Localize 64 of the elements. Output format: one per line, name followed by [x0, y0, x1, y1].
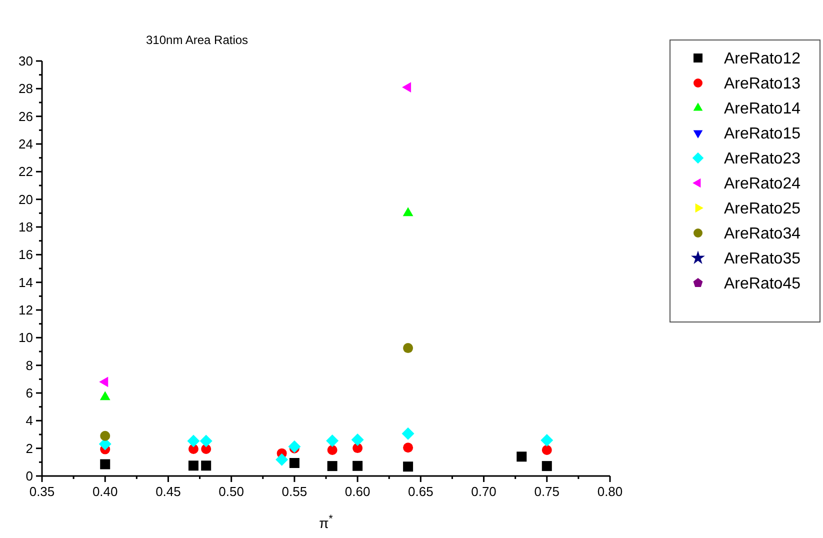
y-tick-label: 22	[18, 164, 33, 180]
point	[99, 376, 108, 388]
x-tick-label: 0.45	[156, 484, 181, 499]
y-tick-label: 6	[26, 386, 33, 401]
y-tick-label: 24	[18, 136, 33, 152]
point	[352, 460, 363, 471]
point	[351, 434, 364, 446]
legend-label: AreRato25	[724, 200, 801, 218]
legend-label: AreRato35	[724, 250, 801, 268]
y-tick-label: 10	[18, 330, 33, 346]
y-tick-label: 20	[18, 192, 33, 207]
point	[327, 445, 338, 455]
y-tick-label: 30	[18, 54, 33, 69]
legend-label: AreRato13	[724, 76, 801, 93]
point	[540, 434, 554, 447]
point	[403, 442, 414, 453]
y-tick-label: 2	[26, 440, 33, 456]
legend-label: AreRato24	[724, 176, 801, 193]
y-tick-label: 0	[26, 468, 33, 484]
x-axis-title: π$^{*}$	[319, 513, 333, 531]
y-tick-label: 14	[18, 274, 33, 290]
legend-label: AreRato15	[724, 126, 801, 143]
x-tick-label: 0.65	[408, 484, 434, 499]
chart-title: 310nm Area Ratios	[146, 33, 248, 47]
point	[100, 459, 110, 470]
y-tick-label: 8	[26, 358, 33, 373]
point	[326, 434, 339, 447]
point	[542, 461, 552, 472]
point	[188, 460, 198, 471]
y-tick-label: 28	[18, 81, 33, 96]
y-tick-label: 12	[18, 302, 33, 318]
y-tick-label: 26	[18, 108, 33, 124]
y-tick-label: 18	[18, 220, 33, 235]
x-tick-label: 0.75	[534, 484, 560, 499]
point	[516, 452, 527, 462]
point	[403, 462, 414, 472]
point	[100, 391, 110, 400]
point	[542, 445, 552, 455]
y-tick-label: 16	[18, 247, 33, 262]
legend-label: AreRato45	[724, 276, 801, 293]
legend-label: AreRato34	[724, 226, 801, 243]
point	[201, 460, 212, 471]
x-tick-label: 0.40	[92, 484, 118, 499]
legend-label: AreRato23	[724, 150, 801, 168]
x-tick-label: 0.80	[597, 484, 623, 499]
point	[289, 458, 300, 468]
point	[200, 434, 212, 448]
point	[403, 343, 414, 354]
y-tick-label: 4	[26, 413, 33, 428]
x-tick-label: 0.50	[218, 484, 244, 499]
x-tick-label: 0.60	[344, 484, 370, 499]
point	[402, 207, 414, 216]
point	[402, 82, 412, 92]
x-tick-label: 0.35	[29, 484, 55, 499]
point	[187, 434, 200, 448]
point	[276, 453, 288, 466]
point	[100, 430, 110, 441]
legend-label: AreRato12	[724, 50, 801, 68]
x-tick-label: 0.70	[471, 484, 496, 499]
point	[327, 461, 338, 472]
legend-label: AreRato14	[724, 100, 801, 118]
point	[402, 427, 414, 440]
x-tick-label: 0.55	[282, 484, 308, 499]
point	[288, 440, 301, 453]
